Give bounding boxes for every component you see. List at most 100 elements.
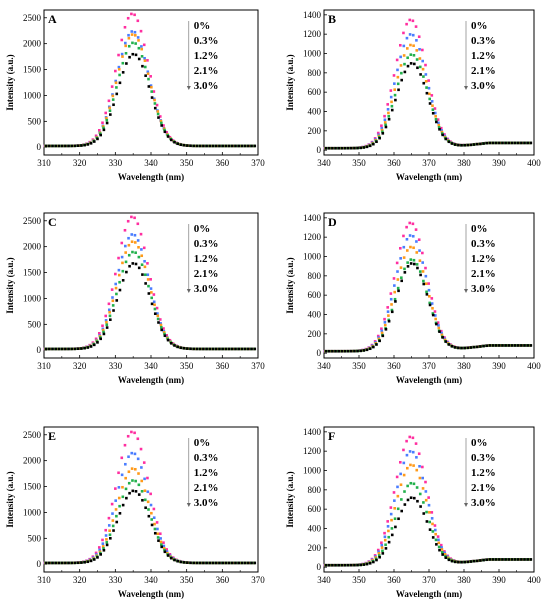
data-point — [439, 543, 443, 547]
data-point — [134, 34, 137, 37]
data-point — [425, 293, 429, 296]
legend-entry: 2.1% — [194, 268, 219, 280]
x-tick-label: 360 — [387, 361, 401, 371]
data-point — [102, 548, 106, 552]
data-point — [134, 262, 138, 266]
data-point — [156, 527, 159, 531]
data-point — [130, 30, 134, 33]
data-point — [182, 561, 186, 564]
data-point — [150, 523, 154, 527]
data-point — [406, 466, 409, 470]
x-axis-label: Wavelength (nm) — [118, 589, 184, 599]
data-point — [64, 561, 67, 565]
data-point — [76, 561, 80, 565]
data-point — [425, 91, 429, 95]
data-point — [331, 563, 334, 567]
x-tick-label: 340 — [144, 158, 158, 168]
data-point — [437, 324, 440, 327]
data-point — [413, 496, 416, 500]
data-point — [141, 64, 144, 68]
data-point — [163, 130, 167, 134]
series-5-points — [44, 489, 257, 565]
y-tick-label: 0 — [317, 348, 322, 358]
series-4-points — [324, 481, 532, 567]
data-point — [150, 96, 154, 99]
data-point — [111, 296, 114, 299]
data-point — [421, 465, 424, 469]
data-point — [441, 133, 444, 137]
data-point — [438, 127, 441, 131]
data-point — [133, 216, 136, 220]
data-point — [97, 546, 101, 549]
data-point — [153, 307, 157, 311]
legend-entry: 0% — [471, 223, 488, 235]
legend-entry: 2.1% — [471, 268, 496, 280]
data-point — [147, 514, 151, 518]
data-point — [140, 263, 144, 267]
x-axis-label: Wavelength (nm) — [396, 375, 462, 385]
data-point — [488, 141, 492, 145]
data-point — [149, 503, 153, 507]
data-point — [421, 476, 424, 480]
data-point — [421, 270, 425, 273]
data-point — [182, 143, 186, 147]
data-point — [111, 512, 114, 515]
data-point — [428, 301, 431, 305]
series-1-points — [43, 215, 255, 351]
data-point — [424, 498, 428, 502]
data-point — [92, 140, 96, 143]
data-point — [431, 111, 435, 115]
data-point — [390, 100, 393, 104]
data-point — [422, 279, 425, 283]
data-point — [327, 349, 331, 353]
data-point — [150, 85, 153, 89]
data-point — [439, 126, 443, 130]
data-point — [418, 270, 422, 273]
data-point — [108, 106, 111, 110]
y-tick-label: 1000 — [303, 466, 322, 476]
data-point — [504, 558, 507, 561]
legend-arrow-head — [464, 289, 468, 293]
data-point — [362, 563, 366, 566]
data-point — [104, 111, 108, 115]
data-point — [387, 114, 391, 118]
data-point — [469, 560, 473, 563]
data-point — [384, 327, 388, 331]
y-tick-label: 1500 — [23, 268, 42, 278]
data-point — [380, 128, 384, 132]
data-point — [105, 118, 109, 122]
data-point — [376, 131, 380, 135]
data-point — [395, 261, 399, 265]
data-point — [334, 146, 337, 150]
x-tick-label: 370 — [251, 158, 265, 168]
data-point — [243, 561, 247, 565]
data-point — [412, 258, 416, 262]
data-point — [402, 31, 405, 35]
data-point — [127, 236, 130, 240]
data-point — [400, 498, 403, 501]
data-point — [377, 336, 380, 339]
data-point — [376, 548, 380, 552]
data-point — [111, 304, 115, 307]
legend-entry: 1.2% — [471, 50, 496, 62]
x-tick-label: 340 — [317, 361, 331, 371]
data-point — [133, 431, 136, 435]
data-point — [427, 503, 431, 507]
data-point — [491, 558, 495, 561]
data-point — [450, 559, 454, 563]
data-point — [438, 330, 441, 333]
legend-entry: 0.3% — [471, 35, 496, 47]
data-point — [160, 328, 163, 332]
data-point — [115, 92, 119, 96]
data-point — [117, 273, 121, 277]
data-point — [153, 98, 156, 102]
data-point — [70, 347, 74, 351]
x-tick-label: 400 — [527, 575, 541, 585]
data-point — [160, 124, 163, 127]
data-point — [54, 347, 58, 351]
data-point — [165, 548, 169, 551]
data-point — [431, 313, 435, 317]
data-point — [393, 93, 397, 97]
data-point — [396, 286, 400, 290]
data-point — [387, 529, 390, 533]
